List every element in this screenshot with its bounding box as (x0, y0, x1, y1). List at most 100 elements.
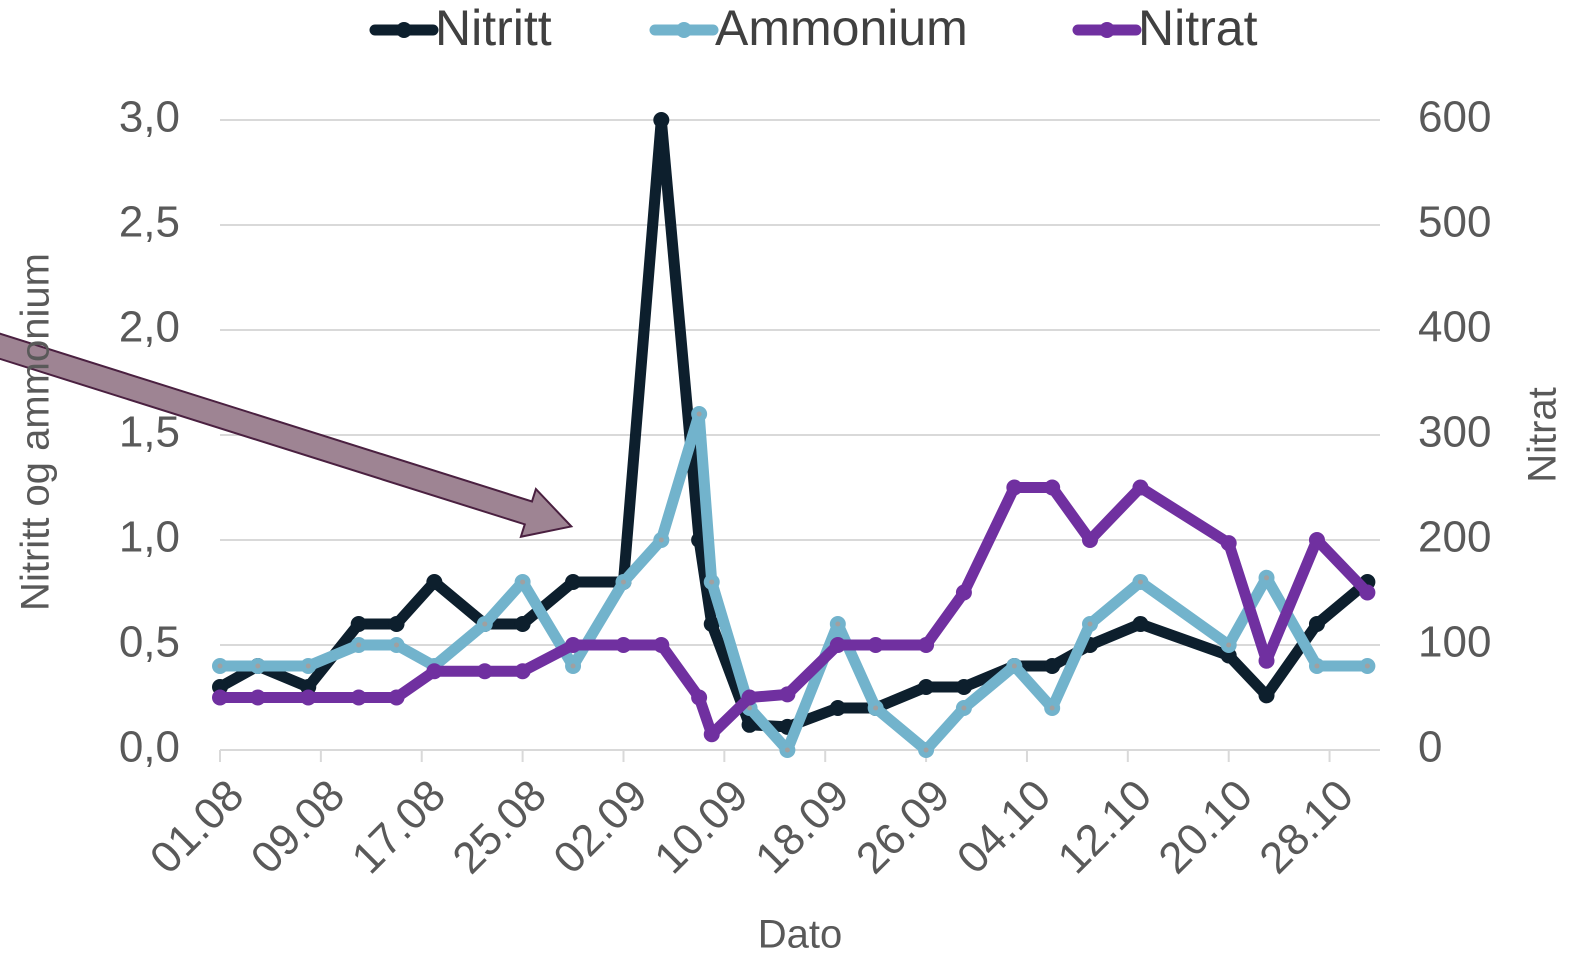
point (249, 689, 266, 706)
y2-tick-label: 200 (1418, 513, 1491, 562)
point-center (217, 663, 223, 669)
point (918, 679, 935, 695)
point (918, 637, 935, 653)
point-center (1011, 663, 1017, 669)
legend-label: Ammonium (715, 0, 968, 56)
point (653, 112, 670, 128)
point-center (1049, 705, 1055, 711)
point (653, 637, 670, 653)
point-center (1314, 663, 1320, 669)
y-tick-label: 3,0 (119, 93, 180, 142)
y-tick-label: 1,5 (119, 408, 180, 457)
point (426, 574, 443, 590)
arrow (0, 327, 574, 539)
point (1308, 616, 1325, 632)
point-center (1137, 579, 1143, 585)
point-center (1087, 621, 1093, 627)
point (1308, 532, 1325, 548)
x-tick-label: 12.10 (1049, 771, 1162, 884)
legend-marker (396, 22, 412, 38)
point (1258, 687, 1275, 704)
point (350, 616, 367, 632)
point (691, 689, 708, 706)
point (1132, 479, 1149, 496)
point-center (696, 411, 702, 417)
point (476, 663, 493, 680)
y-tick-label: 1,0 (119, 513, 180, 562)
y2-tick-label: 300 (1418, 408, 1491, 457)
point-center (570, 663, 576, 669)
point-center (620, 579, 626, 585)
point (867, 637, 884, 653)
point (514, 663, 531, 680)
y2-axis-label: Nitrat (1521, 387, 1565, 483)
point (350, 689, 367, 706)
point (514, 616, 531, 632)
legend-marker (676, 22, 692, 38)
point (300, 689, 317, 706)
point-center (873, 705, 879, 711)
point (1044, 479, 1061, 496)
legend-label: Nitritt (435, 0, 552, 56)
point (741, 689, 758, 706)
point-center (1226, 642, 1232, 648)
y-tick-label: 2,0 (119, 303, 180, 352)
point-center (482, 621, 488, 627)
point-center (1364, 663, 1370, 669)
point-center (255, 663, 261, 669)
point-center (784, 747, 790, 753)
point (703, 726, 720, 743)
point (1006, 479, 1023, 496)
point (1258, 652, 1275, 669)
point-center (658, 537, 664, 543)
point-center (356, 642, 362, 648)
point (212, 689, 228, 706)
x-tick-label: 20.10 (1149, 771, 1262, 884)
point (615, 637, 632, 653)
point (426, 663, 443, 680)
x-tick-label: 10.09 (645, 771, 758, 884)
legend-label: Nitrat (1138, 0, 1258, 56)
point (1359, 584, 1376, 601)
point (955, 679, 972, 695)
point (1220, 535, 1237, 552)
point (565, 637, 582, 653)
y-axis-label: Nitritt og ammonium (14, 253, 58, 611)
point (1044, 658, 1061, 674)
y2-tick-label: 0 (1418, 723, 1442, 772)
point-center (961, 705, 967, 711)
point (741, 716, 758, 733)
y2-tick-label: 600 (1418, 93, 1491, 142)
y-tick-label: 0,0 (119, 723, 180, 772)
x-tick-label: 26.09 (847, 771, 960, 884)
x-tick-label: 02.09 (544, 771, 657, 884)
point-center (923, 747, 929, 753)
y-tick-label: 2,5 (119, 198, 180, 247)
x-tick-label: 01.08 (141, 771, 254, 884)
point (829, 700, 846, 716)
y2-tick-label: 100 (1418, 618, 1491, 667)
plot (212, 112, 1376, 758)
point (565, 574, 582, 590)
point-center (305, 663, 311, 669)
y2-tick-label: 500 (1418, 198, 1491, 247)
y2-tick-label: 400 (1418, 303, 1491, 352)
x-tick-label: 09.08 (242, 771, 355, 884)
point-center (520, 579, 526, 585)
point-center (835, 621, 841, 627)
grid (219, 119, 1380, 762)
x-tick-label: 18.09 (746, 771, 859, 884)
point (1082, 532, 1098, 548)
x-tick-label: 28.10 (1250, 771, 1363, 884)
series-line (217, 114, 1371, 733)
point-center (709, 579, 715, 585)
legend-marker (1099, 22, 1115, 38)
point (703, 616, 720, 632)
point (1132, 616, 1149, 632)
point (829, 637, 846, 653)
y-tick-label: 0,5 (119, 618, 180, 667)
point (388, 616, 405, 632)
x-tick-label: 25.08 (443, 771, 556, 884)
x-axis-label: Dato (758, 913, 843, 957)
